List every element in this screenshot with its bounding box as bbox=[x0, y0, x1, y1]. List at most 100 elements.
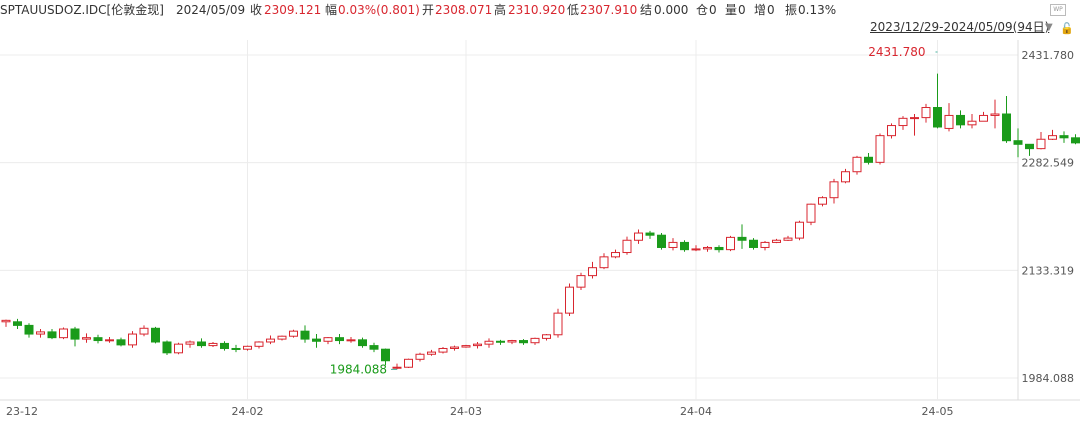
x-tick-label: 24-04 bbox=[680, 405, 712, 418]
candle-body bbox=[795, 221, 804, 239]
candle-body bbox=[93, 337, 103, 342]
candle-body bbox=[289, 330, 298, 337]
candle-body bbox=[1013, 140, 1023, 145]
candle-body bbox=[530, 337, 540, 344]
y-tick-label: 2431.780 bbox=[1022, 49, 1075, 62]
candle-body bbox=[266, 338, 275, 343]
chevron-down-icon[interactable]: ▼ bbox=[1045, 22, 1053, 33]
close-label: 收 bbox=[250, 3, 263, 17]
high-label: 高 bbox=[494, 3, 507, 17]
candle-body bbox=[944, 114, 954, 129]
quote-header: SPTAUUSDOZ.IDC[伦敦金现] 2024/05/09 收 2309.1… bbox=[0, 0, 1080, 20]
low-value: 2307.910 bbox=[580, 3, 638, 17]
candle-body bbox=[553, 312, 563, 336]
candle-body bbox=[864, 156, 873, 163]
candle-body bbox=[898, 117, 908, 127]
max-price-label: 2431.780 bbox=[868, 45, 925, 59]
x-tick-label: 24-02 bbox=[232, 405, 264, 418]
candle-body bbox=[312, 338, 321, 342]
candle-body bbox=[59, 328, 68, 339]
candle-body bbox=[668, 241, 678, 248]
candle-body bbox=[1, 319, 11, 323]
lock-icon[interactable]: 🔓 bbox=[1060, 22, 1074, 35]
candle-body bbox=[691, 248, 701, 251]
candle-body bbox=[427, 351, 436, 355]
candle-body bbox=[450, 346, 459, 349]
candle-body bbox=[473, 343, 482, 347]
candle-body bbox=[392, 366, 402, 369]
candle-body bbox=[772, 239, 781, 243]
candle-body bbox=[645, 232, 655, 236]
low-label: 低 bbox=[567, 3, 580, 17]
candle-body bbox=[1036, 138, 1046, 150]
y-tick-label: 1984.088 bbox=[1022, 372, 1075, 385]
candle-body bbox=[162, 341, 172, 354]
candle-body bbox=[116, 339, 126, 346]
y-tick-label: 2133.319 bbox=[1022, 264, 1075, 277]
candle-body bbox=[1025, 143, 1034, 150]
candle-body bbox=[599, 256, 609, 269]
x-tick-label: 24-05 bbox=[922, 405, 954, 418]
candle-body bbox=[70, 328, 80, 340]
candle-body bbox=[243, 345, 252, 350]
candle-body bbox=[13, 321, 22, 326]
candle-body bbox=[760, 241, 770, 248]
change-value: 0.03%(0.801) bbox=[338, 3, 420, 17]
candle-body bbox=[749, 239, 758, 248]
open-label: 开 bbox=[422, 3, 435, 17]
candle-body bbox=[887, 125, 896, 137]
candle-body bbox=[277, 335, 287, 340]
increase-value: 0 bbox=[767, 3, 775, 17]
min-price-label: 1984.088 bbox=[330, 362, 387, 376]
candle-body bbox=[1048, 135, 1057, 140]
candle-body bbox=[990, 113, 1000, 116]
candle-body bbox=[300, 330, 310, 340]
x-tick-label: 23-12 bbox=[6, 405, 38, 418]
candle-body bbox=[519, 340, 528, 344]
candle-body bbox=[967, 120, 977, 126]
candle-body bbox=[381, 348, 390, 362]
candle-body bbox=[1071, 137, 1080, 144]
candle-body bbox=[565, 286, 574, 314]
amplitude-value: 0.13% bbox=[798, 3, 837, 17]
candle-body bbox=[611, 252, 620, 258]
increase-label: 增 bbox=[754, 3, 767, 17]
candle-body bbox=[231, 347, 241, 350]
candle-body bbox=[208, 342, 218, 347]
candle-body bbox=[979, 114, 988, 122]
candle-body bbox=[220, 342, 229, 349]
candle-body bbox=[726, 236, 735, 251]
candle-body bbox=[829, 181, 839, 199]
candle-body bbox=[714, 246, 724, 251]
candle-body bbox=[461, 345, 471, 348]
wp-icon[interactable]: WP bbox=[1050, 4, 1066, 16]
candle-body bbox=[151, 327, 160, 343]
candle-body bbox=[139, 327, 149, 335]
candle-body bbox=[174, 343, 183, 354]
candle-body bbox=[1002, 113, 1011, 142]
candle-body bbox=[185, 341, 195, 345]
candle-body bbox=[818, 197, 827, 205]
candle-body bbox=[507, 340, 517, 343]
candle-body bbox=[852, 156, 862, 173]
candle-body bbox=[323, 337, 333, 342]
candle-body bbox=[24, 324, 34, 335]
candle-body bbox=[622, 239, 632, 254]
candle-body bbox=[82, 337, 91, 340]
candle-body bbox=[369, 345, 379, 350]
date-range-selector[interactable]: 2023/12/29-2024/05/09(94日) bbox=[870, 20, 1050, 34]
candle-body bbox=[910, 117, 919, 120]
candle-body bbox=[346, 339, 356, 342]
candle-body bbox=[956, 114, 965, 126]
candle-body bbox=[335, 337, 344, 342]
y-tick-label: 2282.549 bbox=[1022, 157, 1075, 170]
candle-body bbox=[542, 334, 551, 339]
candle-body bbox=[415, 353, 425, 360]
candle-body bbox=[933, 107, 942, 128]
open-value: 2308.071 bbox=[435, 3, 493, 17]
candle-body bbox=[484, 340, 494, 345]
candle-body bbox=[634, 232, 643, 241]
candle-body bbox=[36, 331, 45, 335]
candle-body bbox=[841, 171, 850, 183]
